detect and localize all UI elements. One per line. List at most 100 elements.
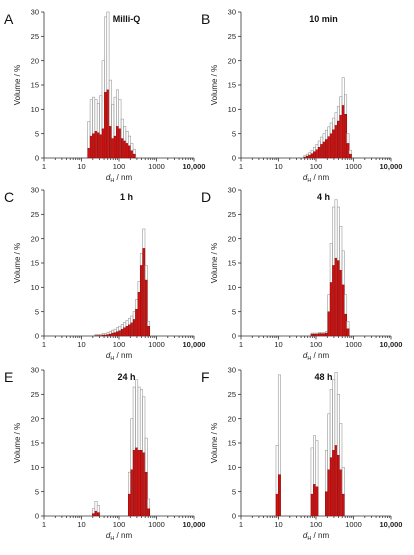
bar — [140, 450, 142, 516]
bar — [104, 335, 106, 336]
x-tick-label: 1000 — [148, 340, 165, 349]
y-tick-label: 15 — [31, 259, 39, 268]
x-tick-label: 100 — [113, 340, 126, 349]
x-tick-label: 10,000 — [183, 520, 206, 529]
bar — [116, 332, 118, 336]
bar — [116, 126, 118, 158]
y-tick-label: 25 — [31, 32, 39, 41]
x-tick-label: 1000 — [345, 162, 362, 171]
panel-letter: A — [4, 11, 14, 27]
bar — [316, 334, 318, 336]
y-tick-label: 20 — [228, 234, 236, 243]
y-tick-label: 5 — [232, 487, 236, 496]
y-tick-label: 5 — [35, 129, 39, 138]
bar — [328, 312, 330, 336]
y-tick-label: 10 — [31, 105, 39, 114]
x-tick-label: 100 — [310, 162, 323, 171]
x-tick-label: 10,000 — [183, 340, 206, 349]
y-axis-label: Volume / % — [210, 243, 219, 283]
bar — [330, 458, 332, 516]
bar — [135, 309, 137, 336]
bar — [321, 334, 323, 336]
panel-title: 4 h — [317, 192, 330, 202]
x-axis-label: dH / nm — [303, 173, 330, 184]
x-tick-label: 10 — [274, 340, 282, 349]
bar — [337, 121, 339, 158]
panel-letter: D — [201, 189, 211, 205]
x-tick-label: 1000 — [148, 162, 165, 171]
bar — [340, 470, 342, 516]
bar — [109, 126, 111, 158]
x-tick-label: 100 — [310, 340, 323, 349]
bar — [332, 450, 334, 516]
y-axis-label: Volume / % — [13, 243, 22, 283]
y-tick-label: 15 — [228, 439, 236, 448]
bar — [145, 472, 147, 516]
bar — [112, 139, 114, 158]
bar — [347, 143, 349, 158]
bar — [340, 270, 342, 336]
y-tick-label: 15 — [31, 439, 39, 448]
y-tick-label: 0 — [232, 154, 236, 163]
bar — [133, 450, 135, 516]
x-axis-label: dH / nm — [106, 531, 133, 542]
y-tick-label: 20 — [31, 56, 39, 65]
bar — [344, 314, 346, 336]
y-tick-label: 25 — [228, 210, 236, 219]
bar — [124, 141, 126, 158]
y-tick-label: 0 — [35, 512, 39, 521]
y-tick-label: 20 — [228, 414, 236, 423]
y-tick-label: 15 — [31, 81, 39, 90]
bar — [311, 334, 313, 336]
y-tick-label: 25 — [228, 390, 236, 399]
bar — [325, 492, 327, 516]
x-tick-label: 1 — [239, 162, 243, 171]
y-tick-label: 20 — [228, 56, 236, 65]
x-tick-label: 10 — [77, 340, 85, 349]
bar — [276, 494, 278, 516]
bar — [88, 148, 90, 158]
y-tick-label: 15 — [228, 81, 236, 90]
bar — [304, 157, 306, 158]
bar — [328, 470, 330, 516]
panel-letter: B — [201, 11, 210, 27]
x-tick-label: 1 — [42, 162, 46, 171]
x-tick-label: 100 — [113, 162, 126, 171]
y-tick-label: 10 — [228, 283, 236, 292]
y-tick-label: 30 — [228, 366, 236, 375]
bar — [337, 455, 339, 516]
bar — [332, 130, 334, 158]
bar — [135, 448, 137, 516]
panel-letter: C — [4, 189, 14, 205]
bar — [92, 514, 94, 516]
y-tick-label: 10 — [228, 105, 236, 114]
bar — [311, 154, 313, 158]
bar — [90, 136, 92, 158]
bar — [126, 326, 128, 336]
x-axis-label: dH / nm — [303, 351, 330, 362]
bar — [330, 134, 332, 158]
bar — [316, 150, 318, 158]
x-tick-label: 1 — [239, 520, 243, 529]
bar — [100, 135, 102, 158]
bar — [112, 333, 114, 336]
bar — [318, 147, 320, 158]
x-tick-label: 1 — [239, 340, 243, 349]
bar — [131, 323, 133, 336]
x-tick-label: 10 — [274, 520, 282, 529]
bar — [145, 280, 147, 336]
x-tick-label: 10,000 — [380, 340, 403, 349]
bar — [124, 328, 126, 336]
y-tick-label: 30 — [228, 186, 236, 195]
bar — [323, 142, 325, 158]
bar — [323, 334, 325, 336]
bar — [119, 331, 121, 336]
y-axis-label: Volume / % — [210, 423, 219, 463]
panel-title: 24 h — [117, 372, 135, 382]
bar — [313, 334, 315, 336]
